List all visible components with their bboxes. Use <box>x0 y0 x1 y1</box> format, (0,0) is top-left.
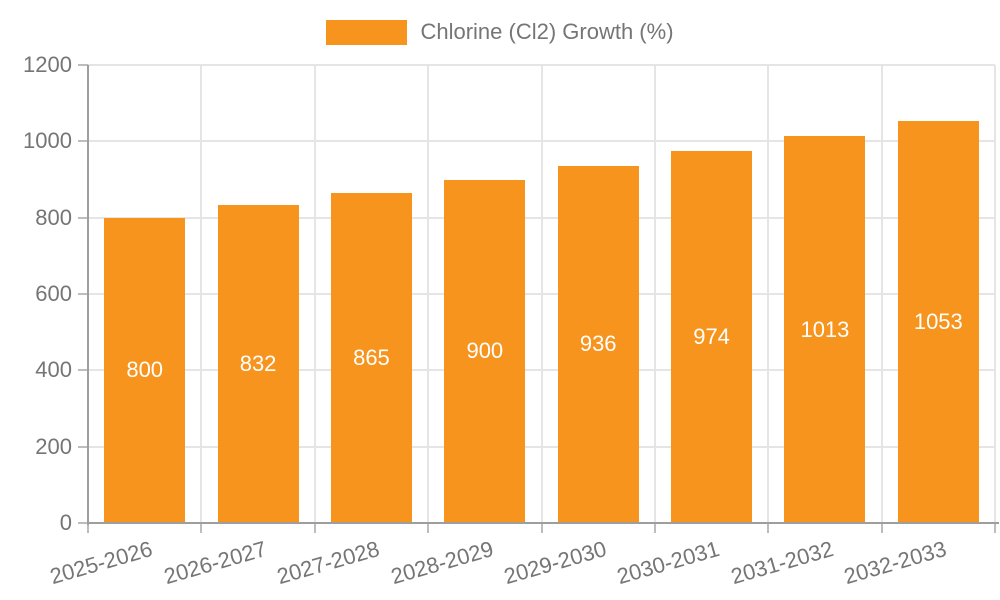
x-axis-label: 2026-2027 <box>160 536 269 590</box>
x-axis-label: 2029-2030 <box>501 536 610 590</box>
v-gridline <box>313 65 316 523</box>
v-gridline <box>427 65 430 523</box>
bar[interactable] <box>330 192 412 523</box>
y-axis-label: 800 <box>35 204 72 230</box>
bar-value-label: 800 <box>126 357 164 383</box>
y-tick <box>78 445 88 448</box>
bar-value-label: 974 <box>693 324 730 350</box>
bar[interactable] <box>671 151 753 523</box>
y-axis-label: 400 <box>35 357 72 383</box>
v-gridline <box>653 65 656 523</box>
x-tick <box>200 523 203 533</box>
bar-value-label: 865 <box>353 344 390 370</box>
bar-value-label: 1013 <box>800 316 850 342</box>
bar-value-label: 1053 <box>913 309 963 335</box>
y-axis-label: 1200 <box>23 52 72 77</box>
bar[interactable] <box>557 165 639 523</box>
y-axis-label: 0 <box>59 510 72 535</box>
v-gridline <box>767 65 770 523</box>
bar-value-label: 936 <box>579 331 617 357</box>
x-tick <box>880 523 883 533</box>
x-axis-line <box>87 522 999 524</box>
bar[interactable] <box>217 205 299 523</box>
bar[interactable] <box>784 136 866 523</box>
x-tick <box>653 523 656 533</box>
x-axis-label: 2032-2033 <box>841 536 950 590</box>
x-tick <box>313 523 316 533</box>
x-axis-label: 2028-2029 <box>387 536 496 590</box>
x-tick <box>994 523 996 533</box>
v-gridline <box>200 65 203 523</box>
x-axis-label: 2030-2031 <box>614 536 723 590</box>
x-tick <box>540 523 543 533</box>
x-tick <box>427 523 430 533</box>
bar-value-label: 832 <box>239 351 277 377</box>
x-axis-label: 2025-2026 <box>47 536 156 590</box>
y-axis-label: 600 <box>35 281 72 306</box>
v-gridline <box>880 65 883 523</box>
bar-value-label: 900 <box>466 338 504 364</box>
legend-swatch-icon <box>326 19 408 45</box>
x-tick <box>87 523 89 533</box>
x-axis-label: 2031-2032 <box>727 536 836 590</box>
y-tick <box>78 140 88 143</box>
bar[interactable] <box>444 179 526 523</box>
x-axis-label: 2027-2028 <box>274 536 383 590</box>
y-axis-line <box>87 65 89 525</box>
x-tick <box>767 523 770 533</box>
bar[interactable] <box>897 121 979 523</box>
y-axis-label: 1000 <box>23 128 72 154</box>
y-tick <box>78 64 88 66</box>
bar[interactable] <box>104 217 186 523</box>
y-tick <box>78 293 88 295</box>
chart-legend[interactable]: Chlorine (Cl2) Growth (%) <box>0 19 1000 45</box>
y-axis-label: 200 <box>35 433 72 459</box>
v-gridline <box>994 65 996 523</box>
v-gridline <box>540 65 543 523</box>
y-tick <box>78 369 88 372</box>
legend-label: Chlorine (Cl2) Growth (%) <box>420 19 674 44</box>
y-tick <box>78 216 88 219</box>
y-tick <box>78 522 88 524</box>
